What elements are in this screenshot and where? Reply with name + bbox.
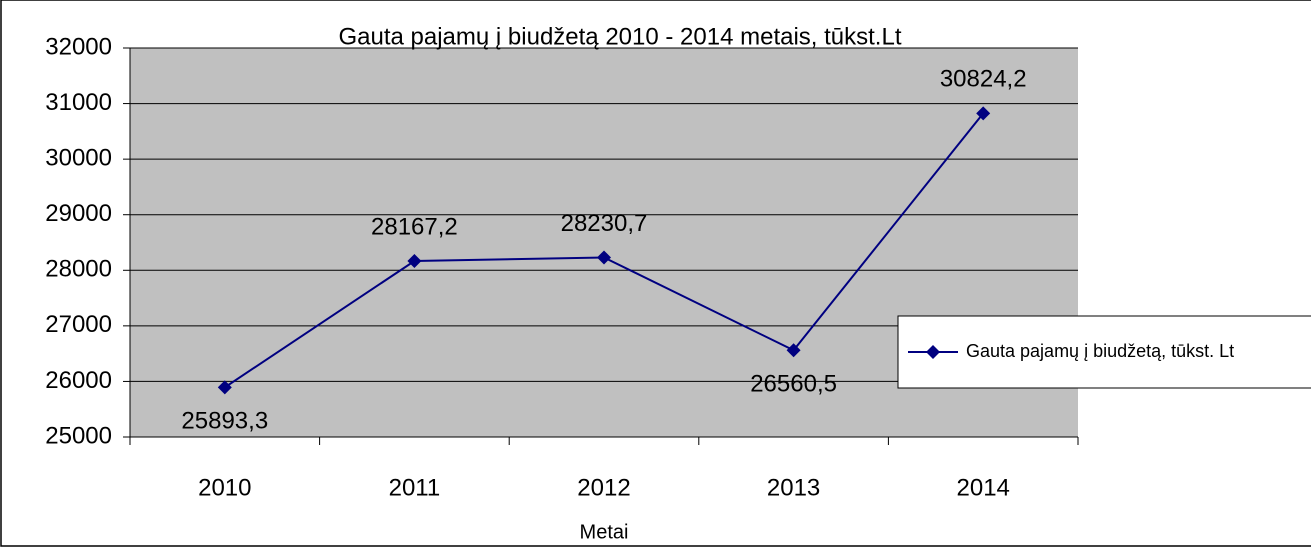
y-tick-label: 29000: [45, 200, 112, 227]
marker: [407, 253, 422, 268]
x-tick-label: 2010: [198, 474, 251, 501]
marker: [786, 343, 801, 358]
data-label: 30824,2: [940, 66, 1027, 93]
x-tick-label: 2014: [957, 474, 1010, 501]
x-tick-label: 2013: [767, 474, 820, 501]
data-label: 28230,7: [561, 210, 648, 237]
marker: [597, 250, 611, 265]
legend-marker: [926, 345, 940, 359]
x-tick-label: 2012: [577, 474, 630, 501]
y-tick-label: 32000: [45, 33, 112, 60]
data-label: 26560,5: [750, 371, 837, 398]
data-label: 28167,2: [371, 213, 458, 240]
legend-label: Gauta pajamų į biudžetą, tūkst. Lt: [966, 341, 1234, 361]
marker: [217, 380, 232, 395]
y-tick-label: 27000: [45, 311, 112, 338]
y-tick-label: 30000: [45, 144, 112, 171]
y-tick-label: 25000: [45, 422, 112, 449]
legend-box: [897, 315, 1311, 389]
y-tick-label: 26000: [45, 367, 112, 394]
y-tick-label: 31000: [45, 89, 112, 116]
x-tick-label: 2011: [389, 474, 441, 501]
y-tick-label: 28000: [45, 256, 112, 283]
data-label: 25893,3: [181, 408, 268, 435]
x-axis-title: Metai: [580, 521, 629, 543]
chart-title: Gauta pajamų į biudžetą 2010 - 2014 meta…: [338, 23, 901, 50]
marker: [976, 106, 991, 121]
